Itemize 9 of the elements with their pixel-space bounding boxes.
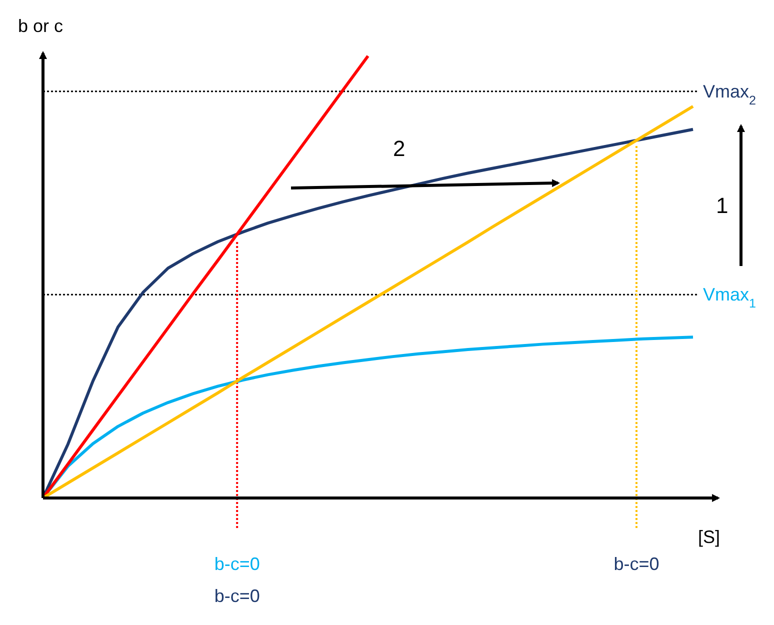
y-axis-title: b or c	[18, 16, 64, 36]
x-axis-title: [S]	[698, 527, 720, 547]
annotation: 2	[393, 136, 406, 161]
text: b-c=0	[614, 554, 660, 574]
ref-line-label: Vmax$_{1}$	[703, 284, 756, 311]
ref-line-label: Vmax$_{2}$	[703, 81, 756, 108]
text: 1	[716, 193, 728, 218]
text: b-c=0	[214, 554, 260, 574]
text: b-c=0	[214, 586, 260, 606]
